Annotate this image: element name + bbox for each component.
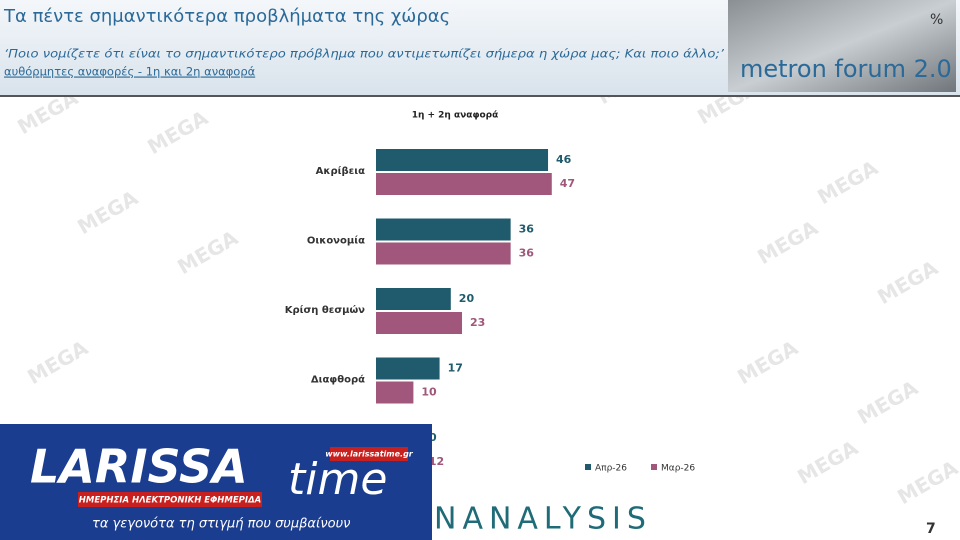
category-label: Ακρίβεια (316, 165, 366, 177)
value-label: 47 (560, 177, 575, 190)
overlay-url: www.larissatime.gr (325, 450, 414, 459)
bar (376, 242, 511, 265)
category-label: Διαφθορά (311, 374, 365, 386)
header-note: αυθόρμητες αναφορές - 1η και 2η αναφορά (4, 65, 256, 79)
overlay: LARISSA time www.larissatime.gr ΗΜΕΡΗΣΙΑ… (0, 424, 432, 540)
category-label: Οικονομία (307, 235, 365, 247)
logo-symbol: % (930, 12, 943, 28)
bar (376, 381, 414, 404)
header-question: ‘Ποιο νομίζετε ότι είναι το σημαντικότερ… (4, 47, 724, 61)
value-label: 10 (421, 386, 437, 399)
chart-title: 1η + 2η αναφορά (412, 111, 499, 121)
chart: 1η + 2η αναφορά Ακρίβεια 46 47 Οικονομία 36 3… (285, 111, 696, 474)
value-label: 36 (519, 223, 535, 236)
footer-brand: NANALYSIS (434, 502, 652, 537)
legend-swatch (585, 464, 591, 470)
overlay-slogan: τα γεγονότα τη στιγμή που συμβαίνουν (92, 517, 350, 532)
overlay-box (0, 424, 432, 540)
value-label: 36 (519, 247, 535, 260)
legend-label: Απρ-26 (595, 464, 627, 474)
value-label: 12 (429, 455, 444, 468)
bar (376, 149, 549, 171)
tag-box (78, 492, 262, 507)
overlay-tag: ΗΜΕΡΗΣΙΑ ΗΛΕΚΤΡΟΝΙΚΗ ΕΦΗΜΕΡΙΔΑ (79, 496, 261, 506)
value-label: 23 (470, 316, 485, 329)
overlay-name-b: time (288, 454, 387, 505)
overlay-name-a: LARISSA (30, 440, 248, 494)
value-label: 17 (448, 362, 463, 375)
category-label: Κρίση θεσμών (285, 304, 365, 316)
url-box (330, 447, 408, 461)
logo-text: metron forum 2.0 (740, 55, 952, 83)
bar (376, 173, 552, 195)
bar (376, 218, 511, 241)
value-label: 46 (556, 153, 572, 166)
bar (376, 312, 463, 334)
bar (376, 288, 451, 310)
page-number: 7 (926, 521, 936, 537)
legend-label: Μαρ-26 (661, 464, 695, 474)
header-title: Τα πέντε σημαντικότερα προβλήματα της χώ… (3, 6, 450, 27)
bar (376, 357, 440, 380)
logo-box (728, 0, 956, 92)
legend-swatch (651, 464, 657, 470)
value-label: 20 (459, 292, 475, 305)
